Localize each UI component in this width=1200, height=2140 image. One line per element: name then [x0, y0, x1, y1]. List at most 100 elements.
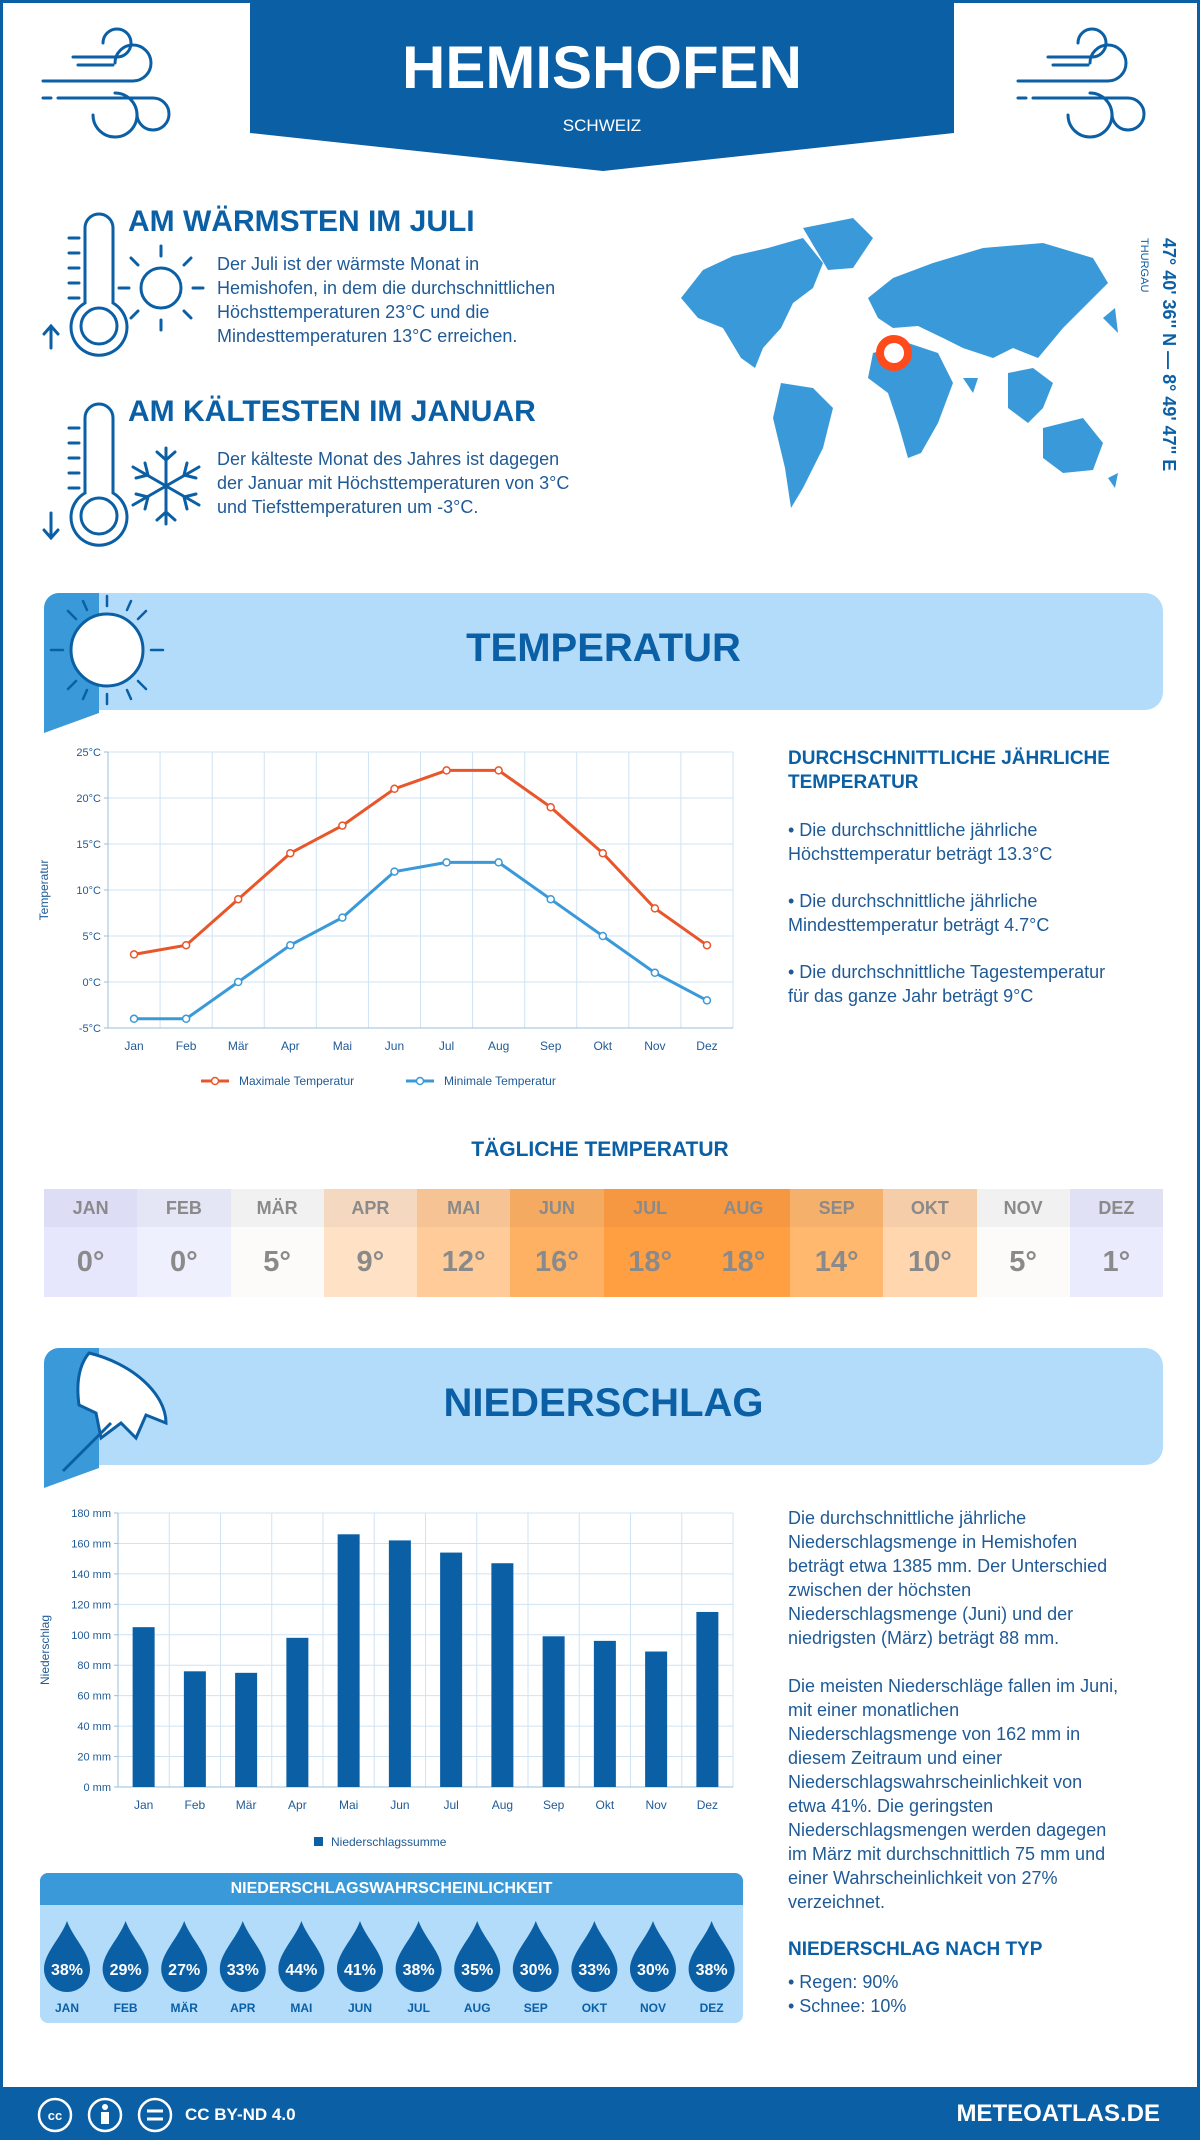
- section-title: TEMPERATUR: [466, 626, 741, 670]
- x-tick-label: Apr: [281, 1039, 300, 1053]
- temperature-value: 1°: [1102, 1246, 1131, 1278]
- point: [442, 766, 451, 775]
- month-header: AUG: [696, 1189, 790, 1227]
- bar: [645, 1651, 668, 1787]
- text-line: Mindesttemperatur beträgt 4.7°C: [788, 915, 1050, 935]
- probability-drops: 38% JAN 29% FEB 27% MÄR 33% APR 44% MAI 41% JUN 38% J…: [44, 1921, 735, 2015]
- probability-month: SEP: [524, 2001, 548, 2015]
- summary-item: • Die durchschnittliche jährliche Höchstt…: [788, 818, 1110, 866]
- precipitation-banner: NIEDERSCHLAG: [44, 1348, 1163, 1465]
- point: [598, 931, 608, 941]
- x-tick-label: Dez: [697, 1798, 718, 1812]
- point: [650, 904, 660, 913]
- x-tick-label: Sep: [540, 1039, 562, 1053]
- precipitation-type-list: • Regen: 90% • Schnee: 10%: [788, 1970, 906, 2018]
- probability-value: 33%: [578, 1962, 610, 1979]
- text-line: Niederschlagsmengen werden dagegen: [788, 1820, 1107, 1840]
- temperature-value: 12°: [441, 1246, 486, 1278]
- daily-cell: JUN 16°: [510, 1189, 604, 1297]
- precipitation-chart: 0 mm 20 mm 40 mm 60 mm 80 mm 100 mm 120 mm 140 …: [38, 1508, 734, 1849]
- x-tick-label: Mai: [333, 1039, 352, 1053]
- y-tick-label: 20°C: [76, 793, 101, 805]
- point: [338, 821, 347, 830]
- paragraph: Die durchschnittliche jährliche Niedersch…: [788, 1506, 1118, 1650]
- footer: cc CC BY-ND 4.0 METEOATLAS.DE: [3, 2087, 1197, 2140]
- text-line: • Regen: 90%: [788, 1972, 899, 1992]
- month-header: FEB: [137, 1189, 231, 1227]
- probability-value: 38%: [403, 1962, 435, 1979]
- temperature-chart: -5°C 0°C 5°C 10°C 15°C 20°C 25°C Temperatur Jan F…: [37, 747, 734, 1088]
- sun-icon: [44, 593, 165, 733]
- daily-temperature-table: JAN 0° FEB 0° MÄR 5° APR 9° MAI 12° JUN 16° JUL 18° AU…: [44, 1189, 1163, 1297]
- daily-cell: AUG 18°: [696, 1189, 790, 1297]
- bar: [337, 1534, 360, 1787]
- point: [286, 848, 295, 858]
- text-line: diesem Zeitraum und einer: [788, 1748, 1003, 1768]
- drop: [630, 1921, 676, 1992]
- probability-value: 30%: [637, 1962, 669, 1979]
- highlight-title: AM WÄRMSTEN IM JULI: [128, 205, 475, 238]
- point: [181, 1014, 191, 1024]
- y-tick-label: -5°C: [79, 1023, 101, 1035]
- y-tick-label: 100 mm: [71, 1630, 111, 1642]
- month-header: JUN: [510, 1189, 604, 1227]
- world-map: [681, 218, 1118, 508]
- text-line: niedrigsten (März) beträgt 88 mm.: [788, 1628, 1060, 1648]
- point: [598, 848, 608, 858]
- point: [494, 858, 503, 867]
- text-line: im März mit durchschnittlich 75 mm und: [788, 1844, 1106, 1864]
- text-line: Höchsttemperaturen 23°C und die: [217, 302, 490, 322]
- text-line: Die durchschnittliche jährliche: [788, 1508, 1027, 1528]
- highlight-text: Der kälteste Monat des Jahres ist dagege…: [217, 447, 569, 519]
- y-tick-label: 5°C: [83, 931, 102, 943]
- point: [286, 940, 295, 950]
- temperature-value: 0°: [170, 1246, 198, 1278]
- y-tick-label: 25°C: [76, 747, 101, 759]
- point: [390, 784, 399, 794]
- probability-value: 35%: [461, 1962, 493, 1979]
- text-line: Die meisten Niederschläge fallen im Juni…: [788, 1676, 1119, 1696]
- point: [650, 968, 660, 978]
- daily-cell: FEB 0°: [137, 1189, 231, 1297]
- probability-value: 27%: [168, 1962, 200, 1979]
- text-line: • Schnee: 10%: [788, 1996, 907, 2016]
- header-graphics: [41, 3, 1146, 171]
- y-tick-label: 180 mm: [71, 1508, 111, 1520]
- text-line: • Die durchschnittliche jährliche: [788, 891, 1038, 911]
- probability-box: NIEDERSCHLAGSWAHRSCHEINLICHKEIT: [40, 1873, 743, 2023]
- text-line: • Die durchschnittliche Tagestemperatur: [788, 962, 1106, 982]
- temperature-value: 10°: [907, 1246, 952, 1278]
- precipitation-type-title: NIEDERSCHLAG NACH TYP: [788, 1939, 1043, 1960]
- umbrella-icon: [44, 1348, 168, 1488]
- temperature-value: 5°: [1009, 1246, 1037, 1278]
- text-line: Der Juli ist der wärmste Monat in: [217, 254, 480, 274]
- drop: [161, 1921, 208, 1992]
- y-tick-label: 120 mm: [71, 1599, 111, 1611]
- point: [129, 950, 139, 959]
- site-link[interactable]: METEOATLAS.DE: [956, 2100, 1160, 2127]
- x-tick-label: Nov: [644, 1039, 665, 1053]
- license[interactable]: CC BY-ND 4.0: [185, 2105, 296, 2124]
- probability-month: JAN: [55, 2001, 79, 2015]
- probability-value: 44%: [285, 1962, 317, 1979]
- probability-month: DEZ: [700, 2001, 724, 2015]
- x-tick-label: Jan: [124, 1039, 143, 1053]
- temperature-value: 18°: [721, 1246, 766, 1278]
- highlight-icons: [42, 212, 205, 547]
- bar: [235, 1672, 258, 1787]
- month-header: APR: [323, 1189, 417, 1227]
- text-line: Hemishofen, in dem die durchschnittliche…: [217, 278, 556, 298]
- x-tick-label: Mär: [228, 1039, 249, 1053]
- location-marker: [876, 335, 912, 371]
- legend-label: Maximale Temperatur: [239, 1074, 354, 1088]
- bar: [542, 1636, 565, 1787]
- x-tick-label: Nov: [645, 1798, 666, 1812]
- daily-cell: MÄR 5°: [230, 1189, 324, 1297]
- highlight-text: Der Juli ist der wärmste Monat in Hemisho…: [217, 252, 555, 348]
- daily-cell: NOV 5°: [976, 1189, 1070, 1297]
- text-line: zwischen der höchsten: [788, 1580, 972, 1600]
- point: [181, 940, 191, 950]
- y-tick-label: 20 mm: [77, 1752, 111, 1764]
- point: [233, 894, 243, 904]
- daily-cell: MAI 12°: [417, 1189, 511, 1297]
